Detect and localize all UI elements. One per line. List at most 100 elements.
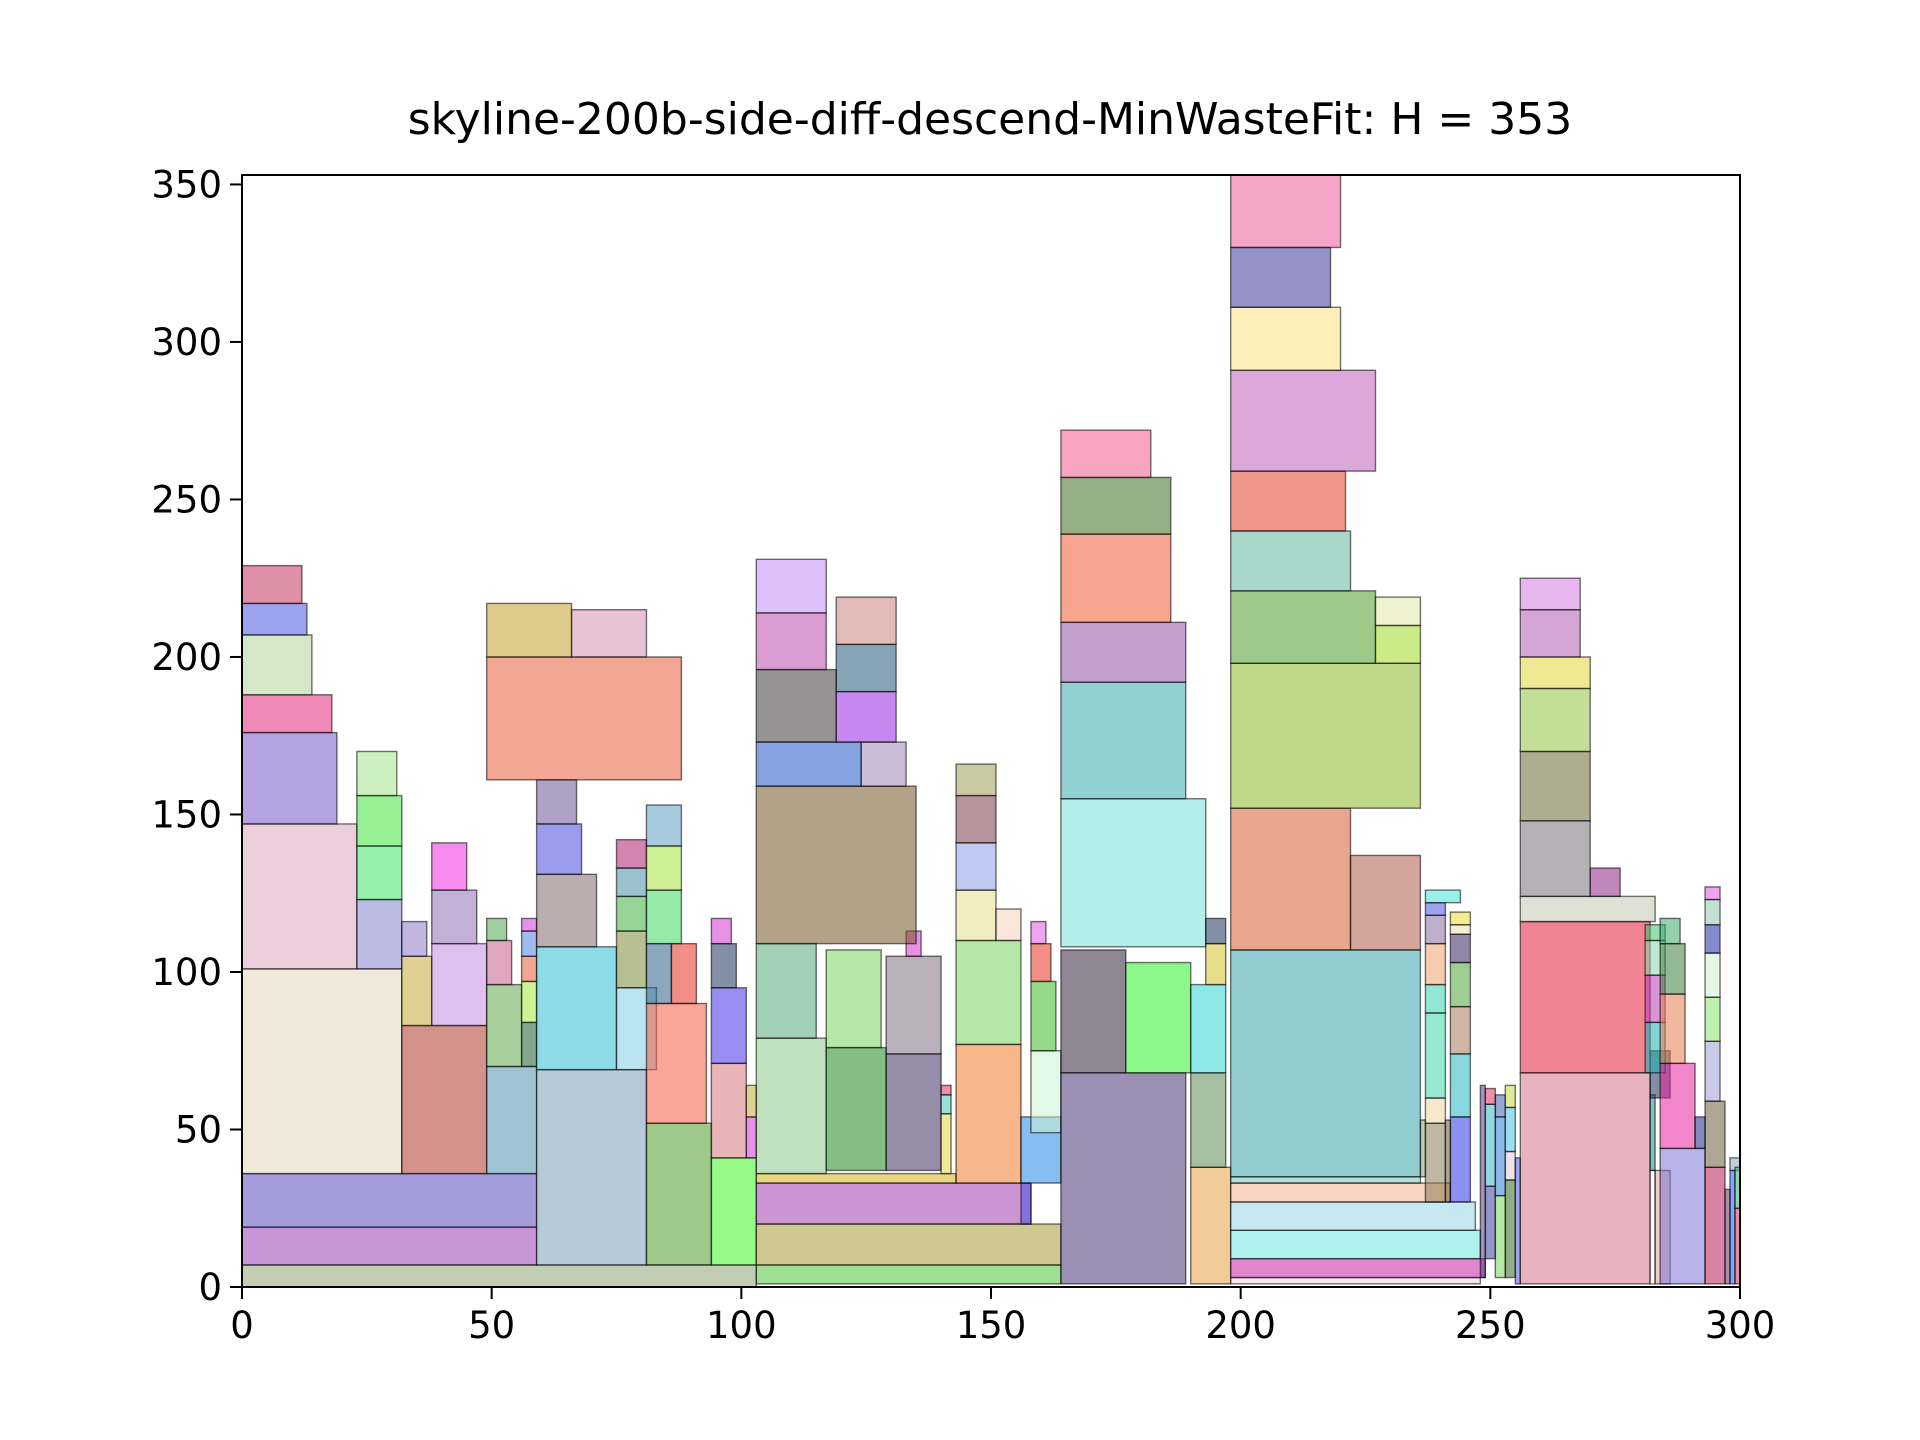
packed-rect-84 xyxy=(955,763,997,797)
packed-rect-91 xyxy=(1030,920,1047,945)
packed-rect-177 xyxy=(1694,1116,1706,1150)
packed-rect-95 xyxy=(1060,798,1207,948)
packed-rect-53 xyxy=(710,917,733,945)
packed-rect-133 xyxy=(1424,889,1462,904)
packed-rect-143 xyxy=(1484,1185,1497,1260)
packed-rect-14 xyxy=(401,1024,488,1175)
packed-rect-70 xyxy=(755,785,917,945)
packed-rect-106 xyxy=(1229,1276,1482,1285)
packed-rect-176 xyxy=(1659,917,1681,945)
packed-rect-38 xyxy=(615,930,648,989)
packed-rect-149 xyxy=(1504,1179,1517,1279)
packed-rect-173 xyxy=(1659,1062,1696,1150)
packed-rect-116 xyxy=(1229,590,1377,664)
packed-rect-119 xyxy=(1229,530,1352,592)
packed-rect-175 xyxy=(1659,942,1686,995)
packed-rect-109 xyxy=(1229,1201,1477,1231)
packed-rect-98 xyxy=(1060,533,1172,624)
packed-rect-96 xyxy=(1060,681,1187,800)
packed-rect-46 xyxy=(645,889,683,945)
packed-rect-128 xyxy=(1424,1012,1447,1099)
packed-rect-121 xyxy=(1229,369,1377,472)
packed-rect-187 xyxy=(1729,1169,1736,1285)
packed-rect-85 xyxy=(995,908,1022,942)
packed-rect-138 xyxy=(1449,961,1472,1008)
packed-rect-3 xyxy=(241,968,403,1175)
x-tick-label: 150 xyxy=(956,1304,1027,1347)
packed-rect-50 xyxy=(710,1062,748,1159)
packed-rect-19 xyxy=(431,842,468,891)
packed-rect-113 xyxy=(1229,807,1352,951)
packed-rect-135 xyxy=(1449,1116,1472,1203)
packed-rect-110 xyxy=(1229,1182,1452,1203)
y-tick-label: 100 xyxy=(151,951,222,994)
packed-rect-74 xyxy=(835,690,897,743)
packed-rect-118 xyxy=(1374,596,1422,627)
packed-rect-69 xyxy=(940,1084,952,1096)
packed-rect-78 xyxy=(755,558,827,614)
packed-rect-75 xyxy=(835,643,897,693)
packed-rect-163 xyxy=(1589,867,1621,898)
packed-rect-81 xyxy=(955,889,997,942)
packed-rect-122 xyxy=(1229,306,1342,372)
packed-rect-162 xyxy=(1519,577,1581,611)
packed-rect-131 xyxy=(1424,914,1447,945)
packed-rect-10 xyxy=(356,898,403,970)
packed-rect-26 xyxy=(520,955,538,983)
packed-rect-25 xyxy=(520,980,538,1024)
packed-rect-65 xyxy=(885,955,942,1055)
packed-rect-97 xyxy=(1060,621,1187,683)
packed-rect-58 xyxy=(755,1182,1032,1225)
packed-rect-40 xyxy=(615,867,648,898)
packed-rect-44 xyxy=(645,942,673,1005)
y-tick-label: 300 xyxy=(151,321,222,364)
packed-rect-29 xyxy=(535,1068,648,1266)
packed-rect-144 xyxy=(1484,1103,1497,1187)
packed-rect-127 xyxy=(1424,1097,1447,1124)
packed-rect-45 xyxy=(670,942,698,1005)
packed-rect-39 xyxy=(615,895,648,932)
packed-rect-21 xyxy=(485,983,523,1068)
packed-rect-132 xyxy=(1424,901,1447,916)
y-tick-label: 50 xyxy=(175,1108,222,1151)
x-tick-label: 100 xyxy=(706,1304,777,1347)
packed-rect-71 xyxy=(755,741,862,787)
packed-rect-34 xyxy=(485,656,683,781)
packed-rect-178 xyxy=(1704,1166,1726,1285)
packed-rect-62 xyxy=(825,1046,887,1172)
packed-rect-157 xyxy=(1519,820,1591,898)
packed-rect-36 xyxy=(570,609,648,658)
packed-rect-140 xyxy=(1449,924,1472,935)
packed-rect-57 xyxy=(755,1223,1062,1266)
packed-rect-120 xyxy=(1229,470,1347,532)
packed-rect-139 xyxy=(1449,933,1472,964)
packed-rect-107 xyxy=(1229,1257,1487,1279)
packed-rect-43 xyxy=(645,1002,708,1124)
y-tick-label: 0 xyxy=(198,1266,222,1309)
packed-rect-86 xyxy=(1020,1182,1032,1225)
packed-rect-11 xyxy=(356,845,403,901)
packed-rect-90 xyxy=(1030,942,1052,983)
rectangles-layer xyxy=(241,174,1741,1288)
packed-rect-33 xyxy=(535,779,578,825)
packed-rect-105 xyxy=(1205,917,1227,945)
packed-rect-54 xyxy=(745,1116,758,1159)
packed-rect-179 xyxy=(1704,1100,1726,1168)
packed-rect-141 xyxy=(1449,911,1472,926)
packed-rect-172 xyxy=(1659,1147,1706,1285)
packed-rect-9 xyxy=(241,564,303,605)
packed-rect-154 xyxy=(1519,1072,1651,1285)
packed-rect-24 xyxy=(520,1021,538,1068)
packed-rect-156 xyxy=(1519,895,1656,923)
packed-rect-1 xyxy=(241,1226,538,1266)
packed-rect-137 xyxy=(1449,1005,1472,1055)
packed-rect-153 xyxy=(1514,1157,1521,1285)
packed-rect-92 xyxy=(1060,1072,1187,1285)
packed-rect-23 xyxy=(485,917,508,942)
packed-rect-111 xyxy=(1229,1176,1422,1184)
packed-rect-28 xyxy=(520,917,538,932)
packed-rect-68 xyxy=(940,1094,952,1115)
packed-rect-180 xyxy=(1704,1040,1721,1102)
packed-rect-4 xyxy=(241,823,358,970)
